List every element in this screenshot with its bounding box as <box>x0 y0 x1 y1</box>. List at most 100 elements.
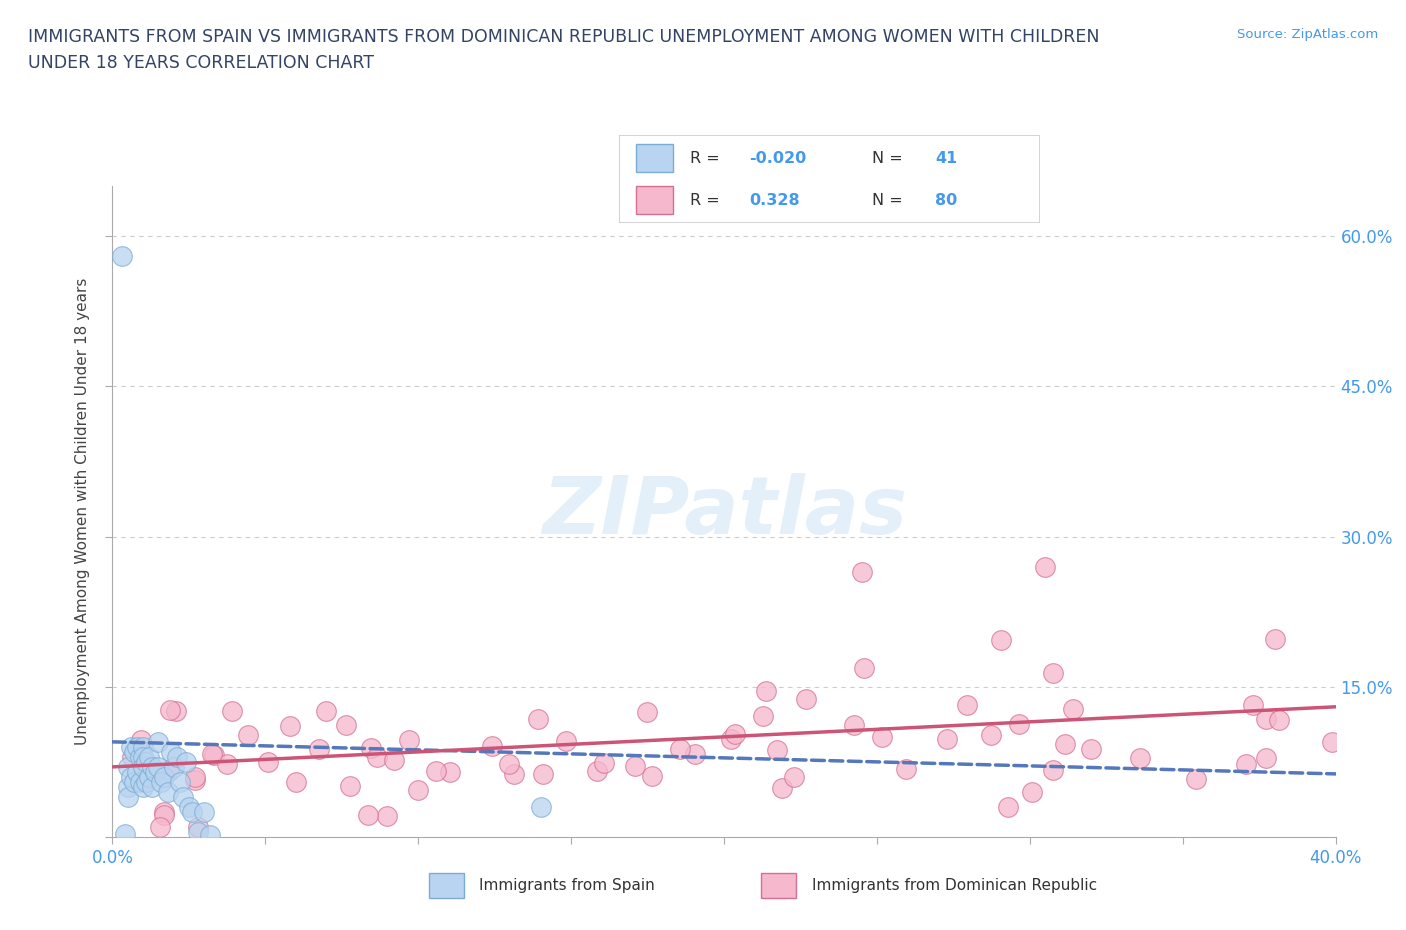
Point <box>751 708 773 723</box>
Point <box>111 248 134 263</box>
Point <box>339 779 361 794</box>
Point <box>1254 711 1277 726</box>
Point <box>356 807 378 822</box>
Point <box>668 741 690 756</box>
Point <box>498 756 520 771</box>
Point <box>125 739 148 754</box>
Point <box>636 705 658 720</box>
Point <box>122 744 145 759</box>
Point <box>141 760 163 775</box>
Point <box>720 732 742 747</box>
Point <box>624 758 647 773</box>
Point <box>129 775 152 790</box>
Point <box>177 800 200 815</box>
Point <box>366 750 388 764</box>
Point <box>135 754 157 769</box>
Point <box>936 732 959 747</box>
Point <box>531 766 554 781</box>
Point <box>135 775 157 790</box>
Point <box>406 782 429 797</box>
Text: 41: 41 <box>935 151 957 166</box>
Point <box>481 738 503 753</box>
Point <box>166 703 188 718</box>
Text: R =: R = <box>690 193 725 207</box>
Point <box>1033 559 1056 574</box>
Point <box>980 728 1002 743</box>
Point <box>1128 751 1150 765</box>
Point <box>641 768 664 783</box>
Point <box>278 719 301 734</box>
Point <box>152 804 174 819</box>
Point <box>143 764 166 779</box>
Point <box>1254 751 1277 765</box>
Point <box>586 764 609 778</box>
Point <box>125 764 148 779</box>
Point <box>187 825 209 840</box>
Point <box>132 739 155 754</box>
Point <box>1054 737 1077 751</box>
Point <box>503 766 526 781</box>
Text: -0.020: -0.020 <box>749 151 807 166</box>
Point <box>114 827 136 842</box>
Point <box>201 747 224 762</box>
Point <box>187 819 209 834</box>
Bar <box>762 873 796 898</box>
Point <box>770 780 793 795</box>
Point <box>1008 716 1031 731</box>
Point <box>132 750 155 764</box>
Point <box>593 756 616 771</box>
Point <box>439 765 461 780</box>
Point <box>150 775 173 790</box>
Point <box>117 790 139 804</box>
Point <box>153 769 176 784</box>
Point <box>284 775 307 790</box>
Point <box>308 742 330 757</box>
Point <box>129 750 152 764</box>
Point <box>121 750 143 764</box>
Point <box>1268 712 1291 727</box>
Point <box>163 760 186 775</box>
Point <box>724 726 747 741</box>
Text: ZIPatlas: ZIPatlas <box>541 472 907 551</box>
Text: R =: R = <box>690 151 725 166</box>
Point <box>138 750 160 764</box>
Point <box>842 718 865 733</box>
Point <box>527 711 550 726</box>
Point <box>181 804 204 819</box>
Point <box>555 734 578 749</box>
Point <box>685 747 707 762</box>
Text: N =: N = <box>872 151 908 166</box>
Point <box>335 717 357 732</box>
Point <box>398 732 420 747</box>
Point <box>138 769 160 784</box>
Point <box>872 729 894 744</box>
Point <box>141 779 163 794</box>
Bar <box>636 186 673 215</box>
Point <box>257 754 280 769</box>
Text: N =: N = <box>872 193 908 207</box>
Y-axis label: Unemployment Among Women with Children Under 18 years: Unemployment Among Women with Children U… <box>75 278 90 745</box>
Point <box>851 565 873 579</box>
Point <box>852 660 875 675</box>
Point <box>530 800 553 815</box>
Point <box>360 741 382 756</box>
Point <box>783 770 806 785</box>
Point <box>166 750 188 764</box>
Point <box>894 762 917 777</box>
Point <box>202 748 225 763</box>
Point <box>148 760 170 775</box>
Bar <box>636 144 673 172</box>
Point <box>149 819 172 834</box>
Point <box>1042 666 1064 681</box>
Point <box>1042 762 1064 777</box>
Point <box>159 764 181 778</box>
Point <box>156 785 179 800</box>
Point <box>129 732 152 747</box>
Point <box>200 828 222 843</box>
Point <box>1320 734 1343 749</box>
Point <box>221 703 243 718</box>
Point <box>1185 772 1208 787</box>
Point <box>174 754 197 769</box>
Point <box>117 779 139 794</box>
Point <box>122 775 145 790</box>
